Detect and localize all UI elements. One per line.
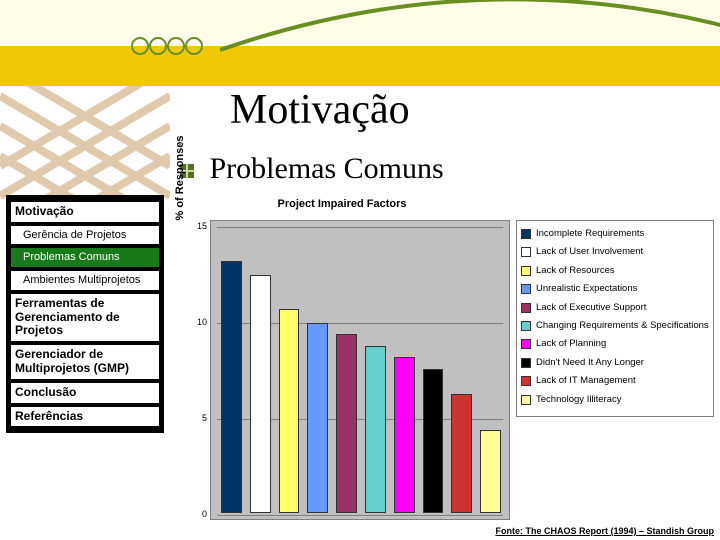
legend-swatch (521, 395, 531, 405)
legend-label: Lack of Resources (536, 265, 709, 276)
sidebar-item-ambientes[interactable]: Ambientes Multiprojetos (11, 271, 159, 290)
legend-swatch (521, 376, 531, 386)
y-axis-title: % of Responses (174, 78, 186, 278)
legend-label: Unrealistic Expectations (536, 283, 709, 294)
legend-swatch (521, 229, 531, 239)
legend-swatch (521, 266, 531, 276)
sidebar-item-referencias[interactable]: Referências (11, 407, 159, 427)
chart-bar (365, 346, 386, 513)
legend-item: Lack of Executive Support (521, 302, 709, 313)
legend-label: Incomplete Requirements (536, 228, 709, 239)
deco-woven-icon (0, 86, 170, 206)
legend-label: Lack of User Involvement (536, 246, 709, 257)
legend-label: Lack of IT Management (536, 375, 709, 386)
gridline (217, 515, 503, 516)
slide-root: Motivação Problemas Comuns Motivação Ger… (0, 0, 720, 540)
y-axis: 051015 (195, 220, 209, 520)
chart-legend: Incomplete Requirements Lack of User Invo… (516, 220, 714, 417)
legend-label: Didn't Need It Any Longer (536, 357, 709, 368)
deco-circles-icon (130, 34, 214, 58)
page-title: Motivação (230, 86, 700, 134)
legend-label: Changing Requirements & Specifications (536, 320, 709, 331)
legend-item: Lack of Resources (521, 265, 709, 276)
legend-item: Lack of User Involvement (521, 246, 709, 257)
sidebar-item-gerencia[interactable]: Gerência de Projetos (11, 226, 159, 245)
gridline (217, 227, 503, 228)
legend-label: Lack of Executive Support (536, 302, 709, 313)
legend-swatch (521, 339, 531, 349)
sidebar-item-problemas[interactable]: Problemas Comuns (11, 248, 159, 267)
section-heading: Problemas Comuns (178, 152, 698, 188)
chart-bar (250, 275, 271, 513)
sidebar-item-motivacao[interactable]: Motivação (11, 202, 159, 222)
legend-item: Changing Requirements & Specifications (521, 320, 709, 331)
sidebar-nav: Motivação Gerência de Projetos Problemas… (6, 195, 164, 433)
y-tick-label: 5 (189, 413, 207, 423)
legend-item: Technology Illiteracy (521, 394, 709, 405)
legend-swatch (521, 358, 531, 368)
legend-swatch (521, 247, 531, 257)
legend-label: Technology Illiteracy (536, 394, 709, 405)
deco-arc-icon (220, 0, 720, 60)
legend-item: Didn't Need It Any Longer (521, 357, 709, 368)
chart-bar (336, 334, 357, 513)
chart-bar (451, 394, 472, 513)
legend-swatch (521, 284, 531, 294)
chart-bar (221, 261, 242, 513)
chart-bar (307, 323, 328, 513)
chart-title: Project Impaired Factors (172, 198, 512, 210)
sidebar-item-ferramentas[interactable]: Ferramentas de Gerenciamento de Projetos (11, 294, 159, 341)
source-citation: Fonte: The CHAOS Report (1994) – Standis… (495, 526, 714, 536)
chart-bar (394, 357, 415, 513)
legend-item: Unrealistic Expectations (521, 283, 709, 294)
y-tick-label: 10 (189, 317, 207, 327)
legend-swatch (521, 321, 531, 331)
legend-label: Lack of Planning (536, 338, 709, 349)
sidebar-item-conclusao[interactable]: Conclusão (11, 383, 159, 403)
chart-bar (423, 369, 444, 513)
legend-item: Lack of Planning (521, 338, 709, 349)
chart-bar (480, 430, 501, 513)
chart-plot (210, 220, 510, 520)
legend-swatch (521, 303, 531, 313)
y-tick-label: 0 (189, 509, 207, 519)
chart-region: Project Impaired Factors % of Responses … (172, 198, 716, 524)
y-tick-label: 15 (189, 221, 207, 231)
legend-item: Lack of IT Management (521, 375, 709, 386)
legend-item: Incomplete Requirements (521, 228, 709, 239)
sidebar-item-gmp[interactable]: Gerenciador de Multiprojetos (GMP) (11, 345, 159, 379)
chart-bar (279, 309, 300, 513)
section-heading-text: Problemas Comuns (210, 152, 444, 185)
